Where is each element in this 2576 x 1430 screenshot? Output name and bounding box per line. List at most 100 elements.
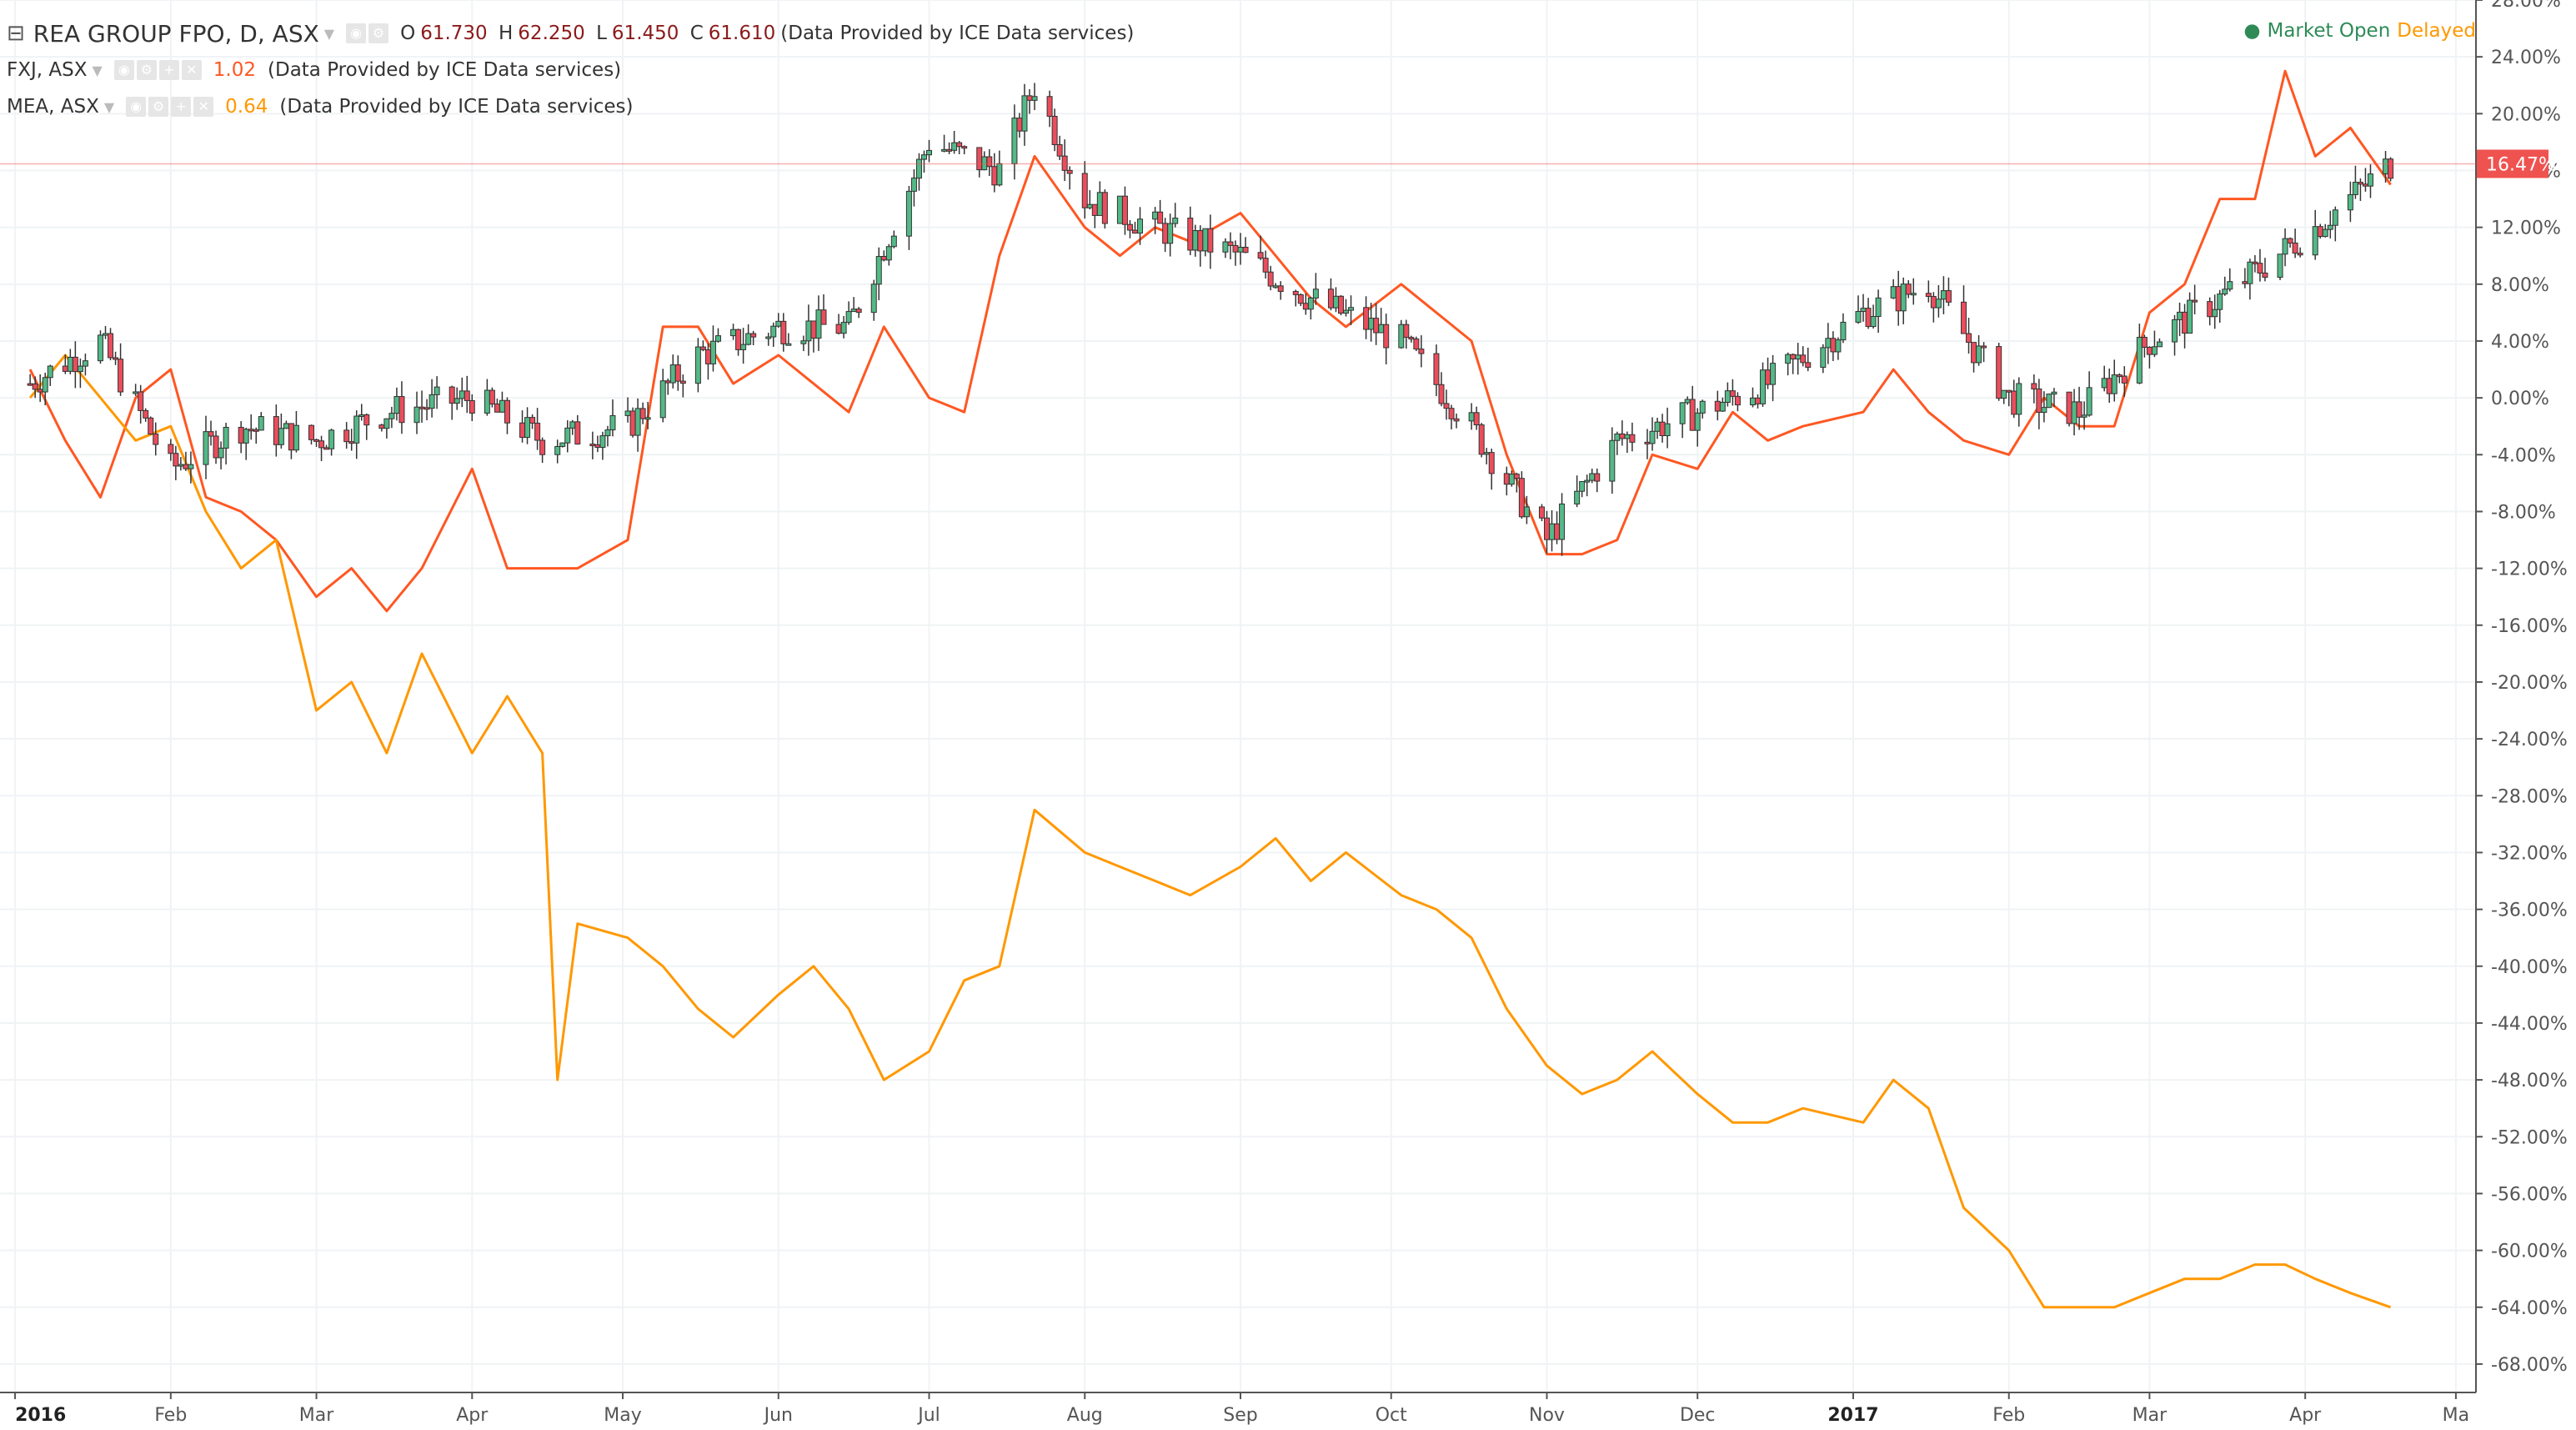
main-symbol[interactable]: REA GROUP FPO, D, ASX xyxy=(33,19,319,48)
candle xyxy=(986,148,993,176)
plus-icon[interactable]: + xyxy=(158,60,179,80)
mea-symbol[interactable]: MEA, ASX xyxy=(7,96,99,118)
fxj-symbol[interactable]: FXJ, ASX xyxy=(7,59,88,81)
candle xyxy=(770,322,777,348)
candle xyxy=(2317,223,2323,239)
candle xyxy=(1413,336,1420,352)
main-source: (Data Provided by ICE Data services) xyxy=(780,23,1135,44)
candle-body xyxy=(2227,281,2233,290)
candle-body xyxy=(2051,391,2057,395)
candle xyxy=(1554,511,1561,544)
candle-body xyxy=(2327,224,2333,230)
candle-body xyxy=(1559,503,1566,540)
candle xyxy=(1579,480,1586,498)
candle xyxy=(253,427,259,444)
candle xyxy=(1719,397,1726,412)
candle xyxy=(1348,295,1355,325)
gear-icon[interactable]: ⚙ xyxy=(136,60,157,80)
candle xyxy=(2016,377,2022,427)
candle xyxy=(1659,414,1666,443)
candle-body xyxy=(770,325,777,338)
candle-body xyxy=(2146,346,2153,355)
candle-body xyxy=(1051,115,1058,145)
candle-body xyxy=(1137,218,1144,234)
candle-body xyxy=(735,329,742,350)
candle-body xyxy=(1579,480,1586,492)
candle xyxy=(203,415,209,479)
candle xyxy=(1066,166,1073,190)
plus-icon[interactable]: + xyxy=(171,97,192,117)
candle-body xyxy=(1327,289,1334,309)
candle-body xyxy=(1488,452,1495,474)
y-tick-label: -4.00% xyxy=(2491,445,2556,466)
candle-body xyxy=(1167,223,1174,244)
candle xyxy=(67,349,73,374)
candle xyxy=(484,379,490,416)
candle-body xyxy=(1760,369,1767,404)
candle-body xyxy=(183,464,189,469)
candle xyxy=(2177,302,2183,337)
candle xyxy=(1096,181,1103,216)
candle xyxy=(1734,392,1741,412)
series-tools: ◉ ⚙ + ✕ xyxy=(113,60,202,80)
market-open-label: Market Open xyxy=(2267,20,2391,42)
candle-body xyxy=(1900,283,1907,312)
candle xyxy=(308,424,315,445)
candle xyxy=(915,153,922,191)
chevron-down-icon[interactable]: ▼ xyxy=(92,62,103,78)
candle-body xyxy=(1654,421,1661,432)
candle xyxy=(2151,330,2158,358)
candle xyxy=(875,247,882,301)
close-icon[interactable]: ✕ xyxy=(193,97,214,117)
close-icon[interactable]: ✕ xyxy=(181,60,202,80)
candle-body xyxy=(1835,339,1842,353)
candle xyxy=(2121,366,2127,398)
x-tick-label: Feb xyxy=(1992,1405,2025,1426)
candle-body xyxy=(674,364,681,382)
candle-body xyxy=(188,464,194,469)
low-value: 61.450 xyxy=(611,23,679,44)
candle-body xyxy=(875,256,882,285)
candle-body xyxy=(27,383,33,386)
candle-body xyxy=(388,413,395,419)
gear-icon[interactable]: ⚙ xyxy=(368,23,389,43)
candle xyxy=(1016,113,1023,138)
candle xyxy=(328,429,335,456)
candle-body xyxy=(2156,341,2163,348)
candle-body xyxy=(499,399,505,413)
candle-body xyxy=(850,309,857,313)
candle xyxy=(1966,318,1972,354)
candle xyxy=(1594,468,1601,493)
chevron-down-icon[interactable]: ▼ xyxy=(103,98,115,115)
chevron-down-icon[interactable]: ▼ xyxy=(323,25,335,42)
candle-body xyxy=(1785,354,1792,364)
candle-body xyxy=(775,320,782,327)
status-dot-icon: ● xyxy=(2243,20,2261,42)
candle-body xyxy=(820,309,827,325)
candle xyxy=(1222,238,1229,258)
candle xyxy=(1895,270,1902,326)
candle-body xyxy=(1116,195,1123,224)
candle-body xyxy=(363,414,370,426)
candle xyxy=(1126,220,1133,238)
last-price-label: 16.47% xyxy=(2486,154,2556,175)
eye-icon[interactable]: ◉ xyxy=(126,97,147,117)
candle-body xyxy=(1755,397,1762,404)
candle-body xyxy=(1729,390,1736,397)
candle xyxy=(2277,253,2283,280)
gear-icon[interactable]: ⚙ xyxy=(148,97,169,117)
candle xyxy=(920,150,927,173)
candle xyxy=(243,427,249,460)
y-tick-label: -8.00% xyxy=(2491,502,2556,523)
candle xyxy=(1508,470,1515,487)
candle-body xyxy=(1664,423,1671,436)
collapse-icon[interactable]: ⊟ xyxy=(7,21,25,46)
x-tick-label: Apr xyxy=(2289,1405,2322,1426)
candle xyxy=(1418,335,1425,368)
candle xyxy=(1900,277,1907,324)
eye-icon[interactable]: ◉ xyxy=(113,60,134,80)
x-tick-label: Nov xyxy=(1529,1405,1565,1426)
eye-icon[interactable]: ◉ xyxy=(346,23,367,43)
candle-body xyxy=(1172,218,1179,224)
